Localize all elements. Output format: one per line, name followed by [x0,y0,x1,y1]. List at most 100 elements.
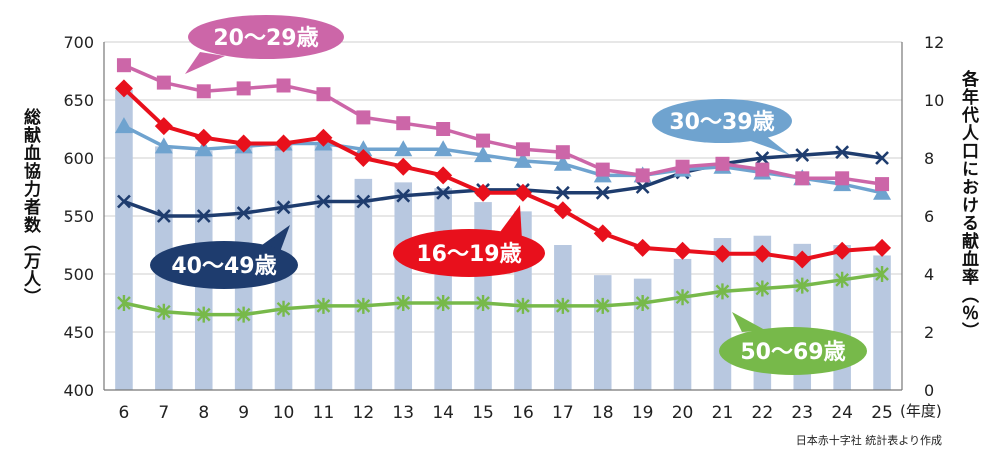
data-point [236,306,251,323]
series-callouts: 20〜29歳 30〜39歳 40〜49歳 16〜19歳 50〜69歳 [150,15,867,375]
bar [673,258,692,390]
data-point [755,280,770,297]
data-point [396,116,411,131]
x-tick-label: 10 [273,403,295,423]
x-tick-label: 24 [831,403,853,423]
data-point [194,140,213,157]
callout-label: 50〜69歳 [740,340,845,365]
data-point [436,295,450,311]
data-point [314,128,333,147]
data-point [394,140,413,157]
right-tick-label: 4 [924,265,934,284]
data-point [236,81,251,96]
callout-tail [500,205,522,240]
data-point [713,244,732,263]
data-point [753,244,772,263]
data-point [875,266,889,282]
data-point [673,241,692,260]
x-tick-label: 14 [432,403,454,423]
callout-label: 16〜19歳 [416,242,521,267]
data-point [633,238,652,257]
data-point [476,133,491,148]
callout-tail [745,136,790,155]
data-point [555,185,570,200]
data-point [835,271,849,288]
data-point [117,194,131,209]
data-point [635,168,650,183]
callout-bubble: 16〜19歳 [393,205,545,277]
data-point [873,238,892,257]
data-point [396,295,411,311]
data-point [513,151,532,168]
data-point [196,306,211,323]
bar [394,182,413,390]
callout-tail [732,312,765,332]
left-tick-label: 650 [63,91,94,110]
data-point [795,277,810,294]
bar [354,178,373,390]
data-point [356,194,371,209]
bar [593,275,612,390]
data-point [675,159,690,174]
data-point [515,142,530,157]
data-point [394,157,413,176]
data-point [595,162,610,177]
data-point [316,194,331,209]
data-point [434,166,453,185]
data-point [755,151,770,165]
data-point [556,297,570,314]
series-diamond [114,79,892,269]
right-tick-label: 6 [924,207,934,226]
callout-body [150,241,298,289]
callout-body [393,229,545,277]
bar [873,255,891,390]
callout-body [719,327,867,375]
right-tick-label: 12 [924,33,944,52]
callout-bubble: 30〜39歳 [652,99,792,155]
right-tick-label: 8 [924,149,934,168]
x-tick-label: 23 [791,403,813,423]
data-point [476,295,490,311]
data-point [436,185,451,200]
x-tick-label: 7 [158,403,169,423]
right-tick-label: 0 [924,381,934,400]
data-point [396,188,411,203]
bar [115,89,133,390]
x-tick-label: 22 [752,403,774,423]
x-tick-label: 15 [472,403,494,423]
data-point [755,162,770,177]
data-point [114,79,133,98]
data-point [553,154,572,171]
data-point [715,283,730,300]
series-line [123,150,883,218]
data-point [434,140,453,157]
series-square [116,58,890,192]
x-tick-label: 6 [119,403,130,423]
data-point [114,117,133,134]
data-point [196,84,211,99]
data-point [276,300,291,317]
x-tick-label: 9 [238,403,249,423]
left-tick-label: 400 [63,381,94,400]
data-point [873,183,892,200]
data-point [474,183,493,202]
data-point [154,137,173,154]
callout-bubble: 50〜69歳 [719,312,867,375]
x-tick-label: 25 [871,403,893,423]
x-tick-label: 12 [353,403,375,423]
line-series [114,58,892,323]
data-point [833,241,852,260]
data-point [513,183,532,202]
data-point [715,156,730,171]
data-point [436,122,451,136]
left-tick-label: 700 [63,33,94,52]
data-point [555,145,570,160]
callout-label: 20〜29歳 [213,26,318,51]
bar [554,245,572,390]
data-point [354,140,373,157]
data-point [356,110,371,125]
data-point [793,250,812,269]
data-point [875,151,889,165]
callout-bubble: 40〜49歳 [150,225,298,289]
data-point [356,297,371,314]
